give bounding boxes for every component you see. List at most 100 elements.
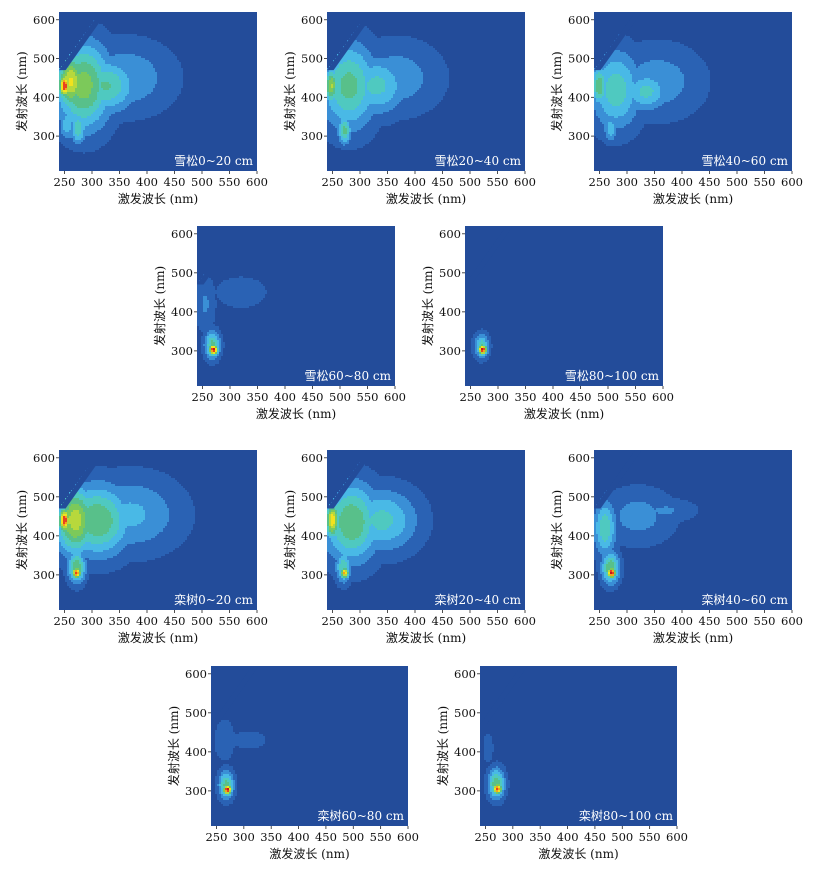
contour-cell bbox=[123, 72, 125, 74]
contour-cell bbox=[401, 112, 403, 114]
contour-cell bbox=[361, 36, 363, 38]
contour-cell bbox=[153, 42, 155, 44]
contour-cell bbox=[171, 76, 173, 78]
contour-cell bbox=[121, 46, 123, 48]
contour-cell bbox=[411, 58, 413, 60]
contour-cell bbox=[69, 140, 71, 142]
contour-cell bbox=[147, 84, 149, 86]
contour-cell bbox=[85, 124, 87, 126]
contour-cell bbox=[385, 68, 387, 70]
contour-cell bbox=[125, 72, 127, 74]
contour-cell bbox=[73, 62, 75, 64]
contour-cell bbox=[93, 30, 95, 32]
contour-cell bbox=[361, 56, 363, 58]
contour-cell bbox=[93, 108, 95, 110]
contour-cell bbox=[349, 112, 351, 114]
contour-cell bbox=[113, 130, 115, 132]
contour-cell bbox=[65, 138, 67, 140]
contour-cell bbox=[403, 84, 405, 86]
contour-cell bbox=[345, 62, 347, 64]
contour-cell bbox=[167, 50, 169, 52]
contour-cell bbox=[357, 108, 359, 110]
contour-cell bbox=[327, 90, 329, 92]
contour-cell bbox=[405, 90, 407, 92]
contour-cell bbox=[359, 36, 361, 38]
contour-cell bbox=[113, 132, 115, 134]
contour-cell bbox=[145, 94, 147, 96]
contour-cell bbox=[439, 84, 441, 86]
contour-cell bbox=[365, 110, 367, 112]
contour-cell bbox=[143, 94, 145, 96]
contour-cell bbox=[145, 102, 147, 104]
contour-cell bbox=[83, 138, 85, 140]
contour-cell bbox=[69, 114, 71, 116]
contour-cell bbox=[101, 28, 103, 30]
contour-cell bbox=[175, 72, 177, 74]
contour-cell bbox=[69, 74, 71, 76]
contour-cell bbox=[131, 118, 133, 120]
contour-cell bbox=[395, 78, 397, 80]
contour-cell bbox=[347, 108, 349, 110]
contour-cell bbox=[65, 142, 67, 144]
contour-cell bbox=[173, 90, 175, 92]
contour-cell bbox=[151, 102, 153, 104]
contour-cell bbox=[413, 42, 415, 44]
contour-cell bbox=[71, 74, 73, 76]
contour-cell bbox=[363, 46, 365, 48]
contour-cell bbox=[401, 74, 403, 76]
contour-cell bbox=[69, 134, 71, 136]
contour-cell bbox=[153, 92, 155, 94]
contour-cell bbox=[433, 64, 435, 66]
contour-cell bbox=[121, 98, 123, 100]
contour-cell bbox=[155, 48, 157, 50]
contour-cell bbox=[59, 90, 61, 92]
contour-cell bbox=[347, 66, 349, 68]
contour-cell bbox=[169, 100, 171, 102]
contour-cell bbox=[409, 78, 411, 80]
contour-cell bbox=[379, 72, 381, 74]
contour-cell bbox=[79, 66, 81, 68]
contour-cell bbox=[359, 112, 361, 114]
contour-cell bbox=[97, 84, 99, 86]
contour-cell bbox=[123, 34, 125, 36]
contour-cell bbox=[111, 76, 113, 78]
contour-cell bbox=[109, 40, 111, 42]
contour-cell bbox=[373, 62, 375, 64]
contour-cell bbox=[93, 132, 95, 134]
contour-cell bbox=[367, 88, 369, 90]
contour-cell bbox=[133, 84, 135, 86]
contour-cell bbox=[423, 80, 425, 82]
contour-cell bbox=[357, 64, 359, 66]
contour-cell bbox=[151, 104, 153, 106]
contour-cell bbox=[407, 80, 409, 82]
contour-cell bbox=[421, 92, 423, 94]
contour-cell bbox=[107, 134, 109, 136]
contour-cell bbox=[433, 106, 435, 108]
contour-cell bbox=[81, 56, 83, 58]
contour-cell bbox=[149, 78, 151, 80]
contour-cell bbox=[105, 114, 107, 116]
contour-cell bbox=[343, 82, 345, 84]
contour-cell bbox=[135, 40, 137, 42]
contour-cell bbox=[337, 92, 339, 94]
contour-cell bbox=[401, 68, 403, 70]
contour-cell bbox=[149, 106, 151, 108]
contour-cell bbox=[81, 58, 83, 60]
contour-cell bbox=[77, 76, 79, 78]
contour-cell bbox=[429, 82, 431, 84]
contour-cell bbox=[173, 92, 175, 94]
contour-cell bbox=[327, 96, 329, 98]
contour-cell bbox=[59, 72, 61, 74]
contour-cell bbox=[419, 48, 421, 50]
contour-cell bbox=[129, 44, 131, 46]
contour-cell bbox=[91, 140, 93, 142]
contour-cell bbox=[137, 98, 139, 100]
contour-cell bbox=[151, 76, 153, 78]
contour-cell bbox=[131, 64, 133, 66]
contour-cell bbox=[91, 108, 93, 110]
contour-cell bbox=[385, 94, 387, 96]
contour-cell bbox=[145, 110, 147, 112]
contour-cell bbox=[363, 56, 365, 58]
contour-cell bbox=[101, 140, 103, 142]
